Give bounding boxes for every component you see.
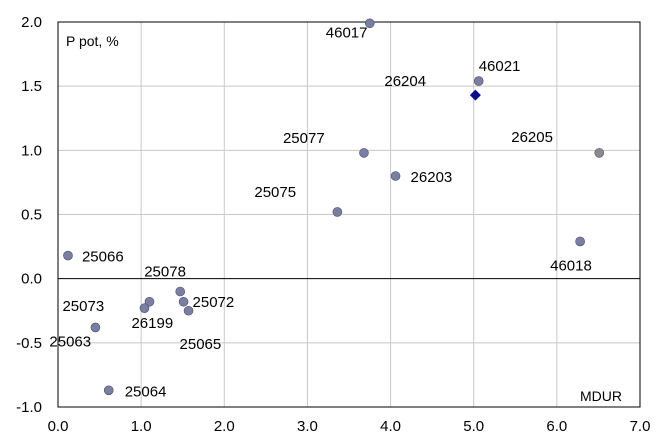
data-point-25072: [178, 296, 189, 307]
point-label-25063: 25063: [49, 333, 91, 350]
data-points: [63, 18, 605, 396]
point-label-25075: 25075: [254, 184, 296, 201]
point-label-26204: 26204: [384, 73, 426, 90]
point-label-25072: 25072: [193, 294, 235, 311]
x-tick-label: 2.0: [214, 418, 235, 435]
data-point-25064: [103, 385, 114, 396]
point-label-26205: 26205: [511, 129, 553, 146]
y-tick-label: 0.0: [21, 271, 42, 288]
point-label-25065: 25065: [180, 336, 222, 353]
y-axis-ticks: -1.0 -0.5 0.0 0.5 1.0 1.5 2.0: [16, 14, 42, 416]
point-label-46018: 46018: [550, 257, 592, 274]
data-point-25063: [90, 322, 101, 333]
point-label-25066: 25066: [82, 249, 124, 266]
data-point-46021: [473, 76, 484, 86]
point-label-46017: 46017: [326, 24, 368, 41]
x-tick-label: 4.0: [380, 418, 401, 435]
data-point-46018: [575, 236, 585, 247]
y-tick-label: -1.0: [16, 399, 42, 416]
y-tick-label: 2.0: [21, 14, 42, 31]
x-axis-label: MDUR: [580, 388, 622, 404]
point-label-26199: 26199: [131, 315, 173, 332]
data-point-26204: [469, 89, 481, 101]
point-label-26203: 26203: [411, 169, 453, 186]
data-point-46017: [364, 18, 375, 29]
plot-area-border: [57, 21, 641, 408]
x-tick-label: 6.0: [546, 418, 567, 435]
data-point-25066: [63, 250, 73, 261]
x-tick-label: 5.0: [463, 418, 484, 435]
y-tick-label: -0.5: [16, 335, 42, 352]
data-point-26203: [390, 171, 401, 181]
y-tick-label: 1.0: [21, 142, 42, 159]
data-point-26205: [594, 148, 605, 158]
grid: [58, 22, 640, 407]
data-point-25077: [359, 148, 369, 158]
data-point-labels: 46017 46021 26204 26205 25077 26203 25075 46018…: [49, 24, 591, 400]
point-label-25064: 25064: [125, 383, 167, 400]
data-point-25073: [144, 296, 155, 307]
point-label-25078: 25078: [144, 264, 186, 281]
data-point-25075: [332, 207, 343, 217]
y-axis-label: P pot, %: [66, 33, 119, 49]
point-label-25077: 25077: [283, 130, 325, 147]
x-tick-label: 7.0: [630, 418, 651, 435]
data-point-25078: [175, 286, 186, 297]
x-tick-label: 1.0: [131, 418, 152, 435]
data-point-25065: [183, 305, 194, 316]
point-label-25073: 25073: [62, 298, 104, 315]
point-label-46021: 46021: [479, 58, 521, 75]
y-tick-label: 1.5: [21, 78, 42, 95]
x-tick-label: 0.0: [48, 418, 69, 435]
data-point-26199: [139, 303, 150, 313]
x-tick-label: 3.0: [297, 418, 318, 435]
x-axis-ticks: 0.0 1.0 2.0 3.0 4.0 5.0 6.0 7.0: [48, 418, 651, 435]
y-tick-label: 0.5: [21, 207, 42, 224]
